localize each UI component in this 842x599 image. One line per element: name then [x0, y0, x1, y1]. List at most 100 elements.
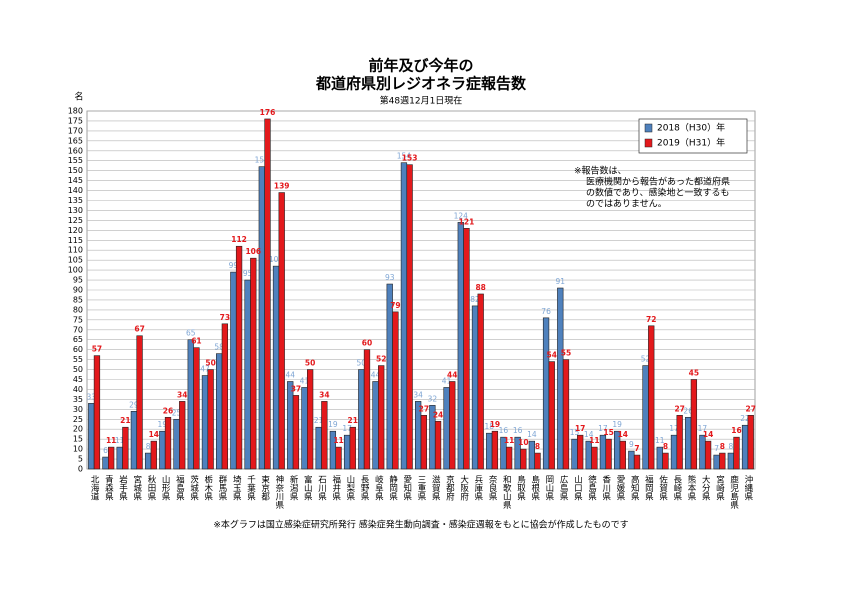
x-tick-label: 長野県 [359, 475, 369, 501]
x-tick-label: 和歌山県 [501, 475, 511, 510]
data-label: 44 [285, 370, 295, 379]
x-tick-label: 北海道 [89, 475, 99, 501]
bar [534, 452, 541, 470]
footnote: ※本グラフは国立感染症研究所発行 感染症発生動向調査・感染症週報をもとに協会が作… [213, 519, 628, 531]
bar [713, 454, 720, 470]
data-label: 73 [220, 313, 230, 322]
y-tick-label: 45 [73, 375, 83, 384]
bar [315, 426, 322, 470]
data-label: 45 [689, 369, 699, 378]
data-label: 121 [459, 217, 475, 226]
data-label: 19 [612, 420, 622, 429]
data-label: 95 [243, 269, 253, 278]
bar [434, 420, 442, 470]
x-tick-label: 山形県 [160, 474, 170, 501]
data-label: 34 [177, 390, 187, 399]
data-label: 26 [163, 406, 173, 415]
x-tick-label: 熊本県 [686, 474, 696, 501]
bar [577, 434, 584, 470]
data-label: 19 [490, 420, 500, 429]
data-label: 8 [663, 442, 668, 451]
bar [216, 353, 223, 470]
legend-label: 2019（H31）年 [657, 137, 725, 149]
bar [505, 446, 513, 470]
x-tick-label: 広島県 [558, 474, 568, 501]
x-tick-label: 愛媛県 [615, 474, 625, 501]
data-label: 26 [683, 406, 693, 415]
bar [443, 387, 450, 470]
x-tick-label: 岩手県 [118, 474, 128, 501]
data-label: 16 [513, 426, 523, 435]
y-axis-label: 名 [74, 91, 83, 103]
data-label: 58 [214, 343, 224, 352]
y-tick-label: 180 [68, 107, 83, 116]
bar [463, 228, 470, 470]
chart-title: 前年及び今年の [368, 57, 473, 75]
bar [719, 452, 726, 470]
bar [88, 403, 95, 470]
data-label: 17 [342, 424, 352, 433]
data-label: 65 [186, 329, 196, 338]
data-label: 9 [629, 440, 634, 449]
y-tick-label: 130 [68, 206, 83, 215]
data-label: 17 [598, 424, 608, 433]
x-tick-label: 東京都 [260, 474, 270, 501]
data-label: 88 [475, 283, 485, 292]
x-tick-label: 福井県 [331, 474, 341, 501]
bar [619, 440, 626, 470]
data-label: 102 [269, 255, 284, 264]
bar [230, 271, 237, 470]
y-tick-label: 105 [68, 256, 83, 265]
x-tick-label: 兵庫県 [473, 474, 483, 501]
data-label: 16 [731, 426, 741, 435]
bar [244, 279, 251, 470]
data-label: 112 [231, 235, 247, 244]
data-label: 79 [390, 301, 400, 310]
y-tick-label: 100 [68, 266, 83, 275]
bar [358, 369, 365, 470]
bar [699, 434, 706, 470]
x-tick-label: 三重県 [416, 475, 426, 501]
data-label: 34 [413, 390, 423, 399]
x-tick-label: 茨城県 [189, 474, 199, 501]
bar [343, 434, 351, 470]
bar [187, 339, 194, 470]
bar [457, 222, 464, 470]
x-tick-label: 山梨県 [345, 474, 355, 501]
bar [528, 440, 536, 470]
data-label: 72 [646, 315, 656, 324]
annotation: 医療機関から報告があった都道府県 [586, 176, 730, 188]
y-tick-label: 5 [78, 455, 83, 464]
x-tick-label: 沖縄県 [743, 474, 753, 501]
data-label: 18 [484, 422, 494, 431]
bar [116, 446, 123, 470]
data-label: 27 [674, 404, 684, 413]
y-tick-label: 15 [73, 435, 83, 444]
x-tick-label: 栃木県 [203, 474, 213, 501]
x-tick-label: 神奈川県 [274, 474, 284, 510]
x-tick-label: 福岡県 [643, 474, 653, 501]
x-tick-label: 静岡県 [388, 474, 398, 501]
data-label: 21 [314, 416, 324, 425]
data-label: 8 [146, 442, 151, 451]
chart-title: 都道府県別レジオネラ症報告数 [315, 75, 527, 93]
bar [656, 446, 663, 470]
data-label: 50 [357, 359, 367, 368]
bar [301, 387, 308, 470]
x-tick-label: 大阪府 [459, 474, 469, 501]
data-label: 7 [634, 444, 639, 453]
bar [221, 323, 229, 470]
x-tick-label: 石川県 [317, 475, 327, 501]
bar [144, 452, 152, 470]
y-tick-label: 175 [68, 116, 83, 125]
data-label: 14 [584, 430, 594, 439]
legend-swatch [644, 138, 653, 148]
data-label: 34 [319, 390, 329, 399]
bar [605, 438, 612, 470]
y-tick-label: 115 [68, 236, 83, 245]
x-tick-label: 青森県 [103, 474, 113, 501]
data-label: 37 [291, 384, 301, 393]
data-label: 176 [260, 108, 276, 117]
data-label: 44 [447, 370, 457, 379]
x-tick-label: 福島県 [174, 474, 184, 501]
